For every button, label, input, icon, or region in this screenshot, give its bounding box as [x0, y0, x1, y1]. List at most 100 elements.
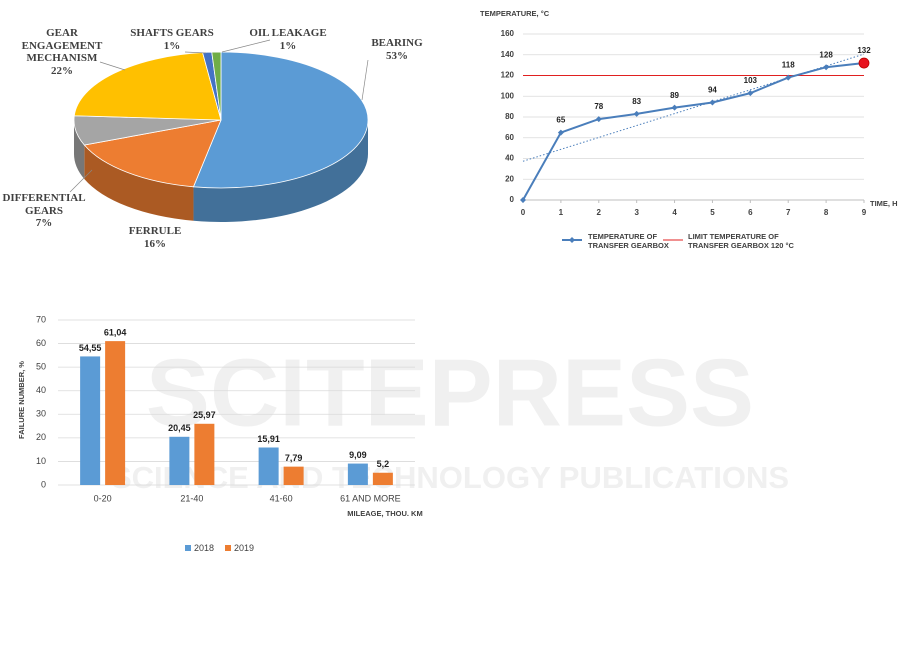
pie-label: BEARING 53%: [357, 37, 437, 62]
highlight-point: [858, 57, 870, 69]
x-tick-label: 7: [786, 208, 791, 217]
data-label: 94: [708, 86, 717, 95]
bar: [194, 423, 215, 485]
x-tick-label: 3: [634, 208, 639, 217]
x-tick-label: 1: [559, 208, 564, 217]
y-tick-label: 0: [41, 479, 46, 489]
pie-slice: [73, 52, 222, 121]
y-tick-label: 40: [36, 385, 46, 395]
data-label: 83: [632, 97, 641, 106]
legend-label: 2019: [234, 543, 254, 553]
point-marker: [785, 74, 792, 81]
y-tick-label: 60: [505, 133, 514, 142]
point-marker: [520, 197, 526, 203]
pie-category: GEAR ENGAGEMENT MECHANISM: [21, 27, 103, 65]
y-tick-label: 20: [505, 174, 514, 183]
y-tick-label: 100: [501, 91, 515, 100]
legend-swatch: [225, 545, 231, 551]
y-tick-label: 0: [510, 195, 515, 204]
legend-label: 2018: [194, 543, 214, 553]
x-tick-label: 8: [824, 208, 829, 217]
data-label: 25,97: [193, 410, 216, 420]
data-label: 61,04: [104, 327, 127, 337]
data-label: 9,09: [349, 450, 367, 460]
pie-category: FERRULE: [128, 225, 182, 237]
data-label: 65: [556, 116, 565, 125]
x-tick-label: 9: [862, 208, 867, 217]
pie-category: BEARING: [371, 37, 423, 49]
legend-swatch: [185, 545, 191, 551]
data-label: 118: [782, 61, 795, 70]
data-line: [522, 62, 865, 201]
data-label: 20,45: [168, 423, 191, 433]
y-tick-label: 30: [36, 409, 46, 419]
data-label: 54,55: [79, 343, 102, 353]
data-label: 89: [670, 91, 679, 100]
pie-category: SHAFTS GEARS: [130, 27, 214, 39]
leader-line: [221, 39, 271, 53]
x-tick-label: 4: [672, 208, 677, 217]
y-tick-label: 70: [36, 314, 46, 324]
watermark-subtitle: SCIENCE AND TECHNOLOGY PUBLICATIONS: [111, 460, 789, 495]
pie-side: [84, 145, 194, 221]
y-tick-label: 10: [36, 456, 46, 466]
pie-side: [74, 120, 85, 180]
watermark-title: SCITEPRESS: [146, 339, 754, 446]
y-tick-label: 50: [36, 362, 46, 372]
bar: [258, 447, 279, 485]
pie-slice: [211, 51, 222, 121]
y-tick-label: 80: [505, 112, 514, 121]
leader-line: [361, 59, 369, 101]
x-tick-label: 41-60: [270, 493, 293, 503]
x-axis-label: TIME, H: [870, 199, 898, 208]
y-tick-label: 140: [501, 50, 515, 59]
point-marker: [595, 116, 602, 123]
point-marker: [709, 99, 716, 106]
point-marker: [671, 104, 678, 111]
data-label: 132: [857, 46, 871, 55]
legend-label: LIMIT TEMPERATURE OF TRANSFER GEARBOX 12…: [688, 232, 794, 250]
leader-line: [69, 169, 93, 193]
pie-slice: [192, 51, 369, 189]
pie-slice: [83, 119, 222, 188]
data-label: 5,2: [377, 459, 390, 469]
x-tick-label: 5: [710, 208, 715, 217]
y-tick-label: 60: [36, 338, 46, 348]
data-label: 7,79: [285, 453, 303, 463]
x-tick-label: 0-20: [94, 493, 112, 503]
data-label: 128: [819, 50, 833, 59]
y-axis-label: FAILURE NUMBER, %: [17, 361, 26, 439]
pie-label: SHAFTS GEARS 1%: [127, 27, 217, 52]
y-tick-label: 20: [36, 432, 46, 442]
bar: [347, 463, 368, 485]
leader-line: [184, 51, 207, 54]
pie-label: GEAR ENGAGEMENT MECHANISM 22%: [7, 27, 117, 78]
pie-value: 1%: [279, 39, 297, 52]
legend-marker: [569, 237, 575, 243]
x-tick-label: 21-40: [180, 493, 203, 503]
x-axis-label: MILEAGE, THOU. KM: [347, 509, 422, 518]
pie-label: FERRULE 16%: [115, 225, 195, 250]
point-marker: [747, 90, 754, 97]
bar: [169, 436, 190, 485]
bar: [283, 466, 304, 485]
x-tick-label: 0: [521, 208, 526, 217]
pie-value: 7%: [35, 217, 53, 230]
pie-label: OIL LEAKAGE 1%: [243, 27, 333, 52]
data-label: 78: [594, 102, 603, 111]
x-tick-label: 61 AND MORE: [340, 493, 401, 503]
pie-side: [193, 120, 368, 222]
y-axis-label: TEMPERATURE, °C: [480, 9, 550, 18]
pie-label: DIFFERENTIAL GEARS 7%: [0, 192, 89, 230]
point-marker: [557, 129, 564, 136]
pie-category: OIL LEAKAGE: [249, 27, 327, 39]
bar: [80, 356, 101, 485]
pie-value: 53%: [386, 49, 408, 62]
y-tick-label: 40: [505, 154, 514, 163]
y-tick-label: 160: [501, 29, 515, 38]
bar: [105, 341, 126, 485]
pie-category: DIFFERENTIAL GEARS: [2, 192, 86, 217]
point-marker: [823, 64, 830, 71]
